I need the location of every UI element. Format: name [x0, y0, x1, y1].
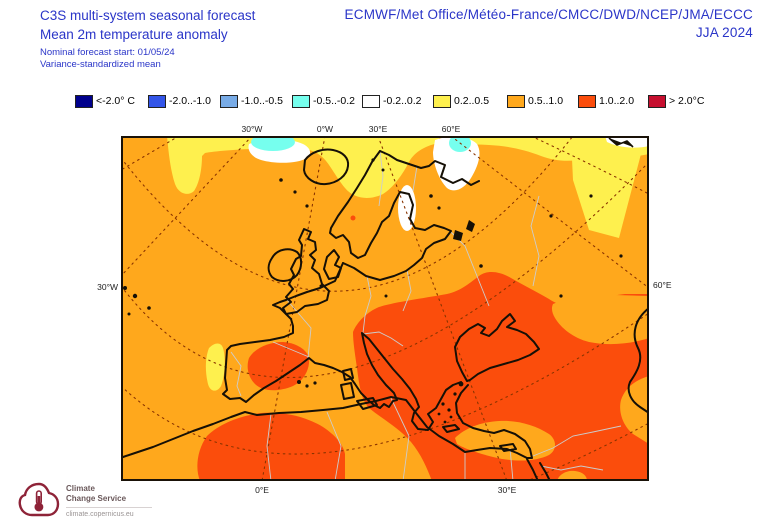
coast-novaya-zemlya — [608, 137, 634, 148]
coast-great-britain — [282, 228, 330, 315]
coast-mediterranean-africa — [122, 384, 533, 459]
legend-swatch-white — [362, 94, 380, 108]
legend-item: > 2.0°C — [648, 94, 704, 108]
legend-item: 0.2..0.5 — [433, 94, 489, 108]
lon-label-bottom-30e: 30°E — [497, 485, 517, 495]
lakes-and-islets — [123, 158, 623, 424]
legend-label: 0.5..1.0 — [528, 95, 564, 107]
legend-item: 1.0..2.0 — [578, 94, 634, 108]
legend-label: -0.2..0.2 — [383, 95, 422, 107]
logo-text: Climate Change Service climate.copernicu… — [66, 484, 152, 518]
map-region-red-iberia — [247, 342, 310, 391]
map-frame — [121, 136, 649, 481]
legend-label: > 2.0°C — [669, 95, 705, 107]
coast-europe-mainland — [222, 262, 462, 431]
legend-label: 1.0..2.0 — [599, 95, 635, 107]
lon-label-top-0w: 0°W — [316, 124, 334, 134]
coast-cyprus — [499, 443, 517, 452]
coast-arctic-norway — [379, 150, 480, 186]
variance-label: Variance-standardized mean — [40, 59, 161, 70]
legend-label: 0.2..0.5 — [454, 95, 490, 107]
coast-ireland — [267, 248, 303, 282]
map-region-red-dot-norway — [350, 215, 356, 221]
coastlines — [122, 137, 650, 482]
legend-item: <-2.0° C — [75, 94, 135, 108]
coast-sicily — [356, 397, 378, 410]
legend-label: -0.5..-0.2 — [313, 95, 356, 107]
coast-caspian — [627, 307, 650, 414]
legend-swatch-cyan — [292, 94, 310, 108]
country-borders — [230, 150, 622, 482]
coast-black-sea — [454, 313, 540, 382]
forecast-map — [120, 133, 650, 522]
forecast-start-label: Nominal forecast start: 01/05/24 — [40, 47, 175, 58]
lon-label-top-30w: 30°W — [241, 124, 263, 134]
lon-label-top-60e: 60°E — [441, 124, 461, 134]
lon-label-bottom-0e: 0°E — [255, 485, 269, 495]
legend-swatch-blue — [148, 94, 166, 108]
page-title: C3S multi-system seasonal forecast — [40, 8, 256, 23]
header-right: ECMWF/Met Office/Météo-France/CMCC/DWD/N… — [345, 6, 753, 42]
systems-list: ECMWF/Met Office/Météo-France/CMCC/DWD/N… — [344, 7, 753, 22]
legend-label: -2.0..-1.0 — [169, 95, 212, 107]
anomaly-map-svg — [120, 133, 650, 522]
legend-item: -0.2..0.2 — [362, 94, 422, 108]
map-region-yellow-atlantic — [205, 343, 225, 391]
lon-label-top-30e: 30°E — [368, 124, 388, 134]
page-subtitle: Mean 2m temperature anomaly — [40, 27, 228, 42]
season-label: JJA 2024 — [695, 25, 753, 40]
legend-item: -2.0..-1.0 — [148, 94, 211, 108]
legend-swatch-crimson — [648, 94, 666, 108]
coast-iceland — [303, 148, 350, 186]
coast-scandinavia-baltic — [329, 150, 452, 281]
coast-corsica — [342, 368, 354, 381]
map-region-yellow-north — [167, 136, 649, 238]
legend-swatch-lightblue — [220, 94, 238, 108]
legend-swatch-navy — [75, 94, 93, 108]
climate-change-service-logo-icon — [18, 482, 60, 517]
coast-crete — [442, 424, 460, 433]
legend-item: 0.5..1.0 — [507, 94, 563, 108]
copernicus-logo-block: Climate Change Service climate.copernicu… — [18, 480, 168, 520]
legend-swatch-orange — [507, 94, 525, 108]
legend-item: -0.5..-0.2 — [292, 94, 355, 108]
legend-swatch-yellow — [433, 94, 451, 108]
lon-label-right-60e: 60°E — [653, 280, 672, 290]
logo-line2: Change Service — [66, 493, 127, 503]
legend-label: -1.0..-0.5 — [241, 95, 284, 107]
logo-line1: Climate — [66, 484, 95, 493]
legend-swatch-orangered — [578, 94, 596, 108]
graticule-lines — [120, 135, 650, 522]
header-left: C3S multi-system seasonal forecast Mean … — [40, 6, 255, 71]
lon-label-left-30w: 30°W — [97, 282, 118, 292]
map-region-red-north-africa — [197, 412, 345, 481]
legend-label: <-2.0° C — [96, 95, 135, 107]
legend-item: -1.0..-0.5 — [220, 94, 283, 108]
logo-url: climate.copernicus.eu — [66, 507, 152, 518]
coast-red-sea — [526, 458, 551, 482]
coast-sardinia — [340, 382, 355, 400]
